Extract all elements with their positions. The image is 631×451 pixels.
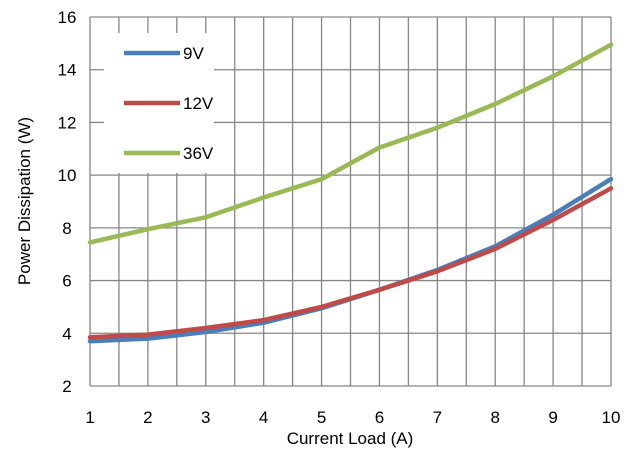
x-tick-label: 8 — [490, 408, 499, 427]
y-tick-label: 4 — [62, 324, 71, 343]
x-tick-label: 3 — [201, 408, 210, 427]
x-tick-labels: 1 2 3 4 5 6 7 8 9 10 — [85, 408, 620, 427]
x-tick-label: 7 — [433, 408, 442, 427]
x-tick-label: 2 — [143, 408, 152, 427]
y-tick-label: 16 — [58, 8, 77, 27]
y-tick-label: 6 — [62, 272, 71, 291]
series-line-12v — [87, 186, 614, 340]
legend-label: 36V — [183, 144, 214, 163]
y-tick-label: 2 — [62, 377, 71, 396]
y-tick-label: 14 — [58, 61, 77, 80]
x-tick-label: 1 — [85, 408, 94, 427]
x-tick-label: 4 — [259, 408, 268, 427]
series-line-36v — [87, 42, 614, 245]
x-tick-label: 10 — [602, 408, 621, 427]
series-lines — [87, 42, 614, 344]
x-tick-label: 5 — [317, 408, 326, 427]
x-tick-label: 6 — [375, 408, 384, 427]
x-axis-label: Current Load (A) — [287, 429, 414, 448]
y-axis-label: Power Dissipation (W) — [15, 117, 34, 285]
legend-label: 12V — [183, 94, 214, 113]
legend: 9V 12V 36V — [104, 33, 214, 173]
legend-label: 9V — [183, 44, 204, 63]
x-tick-label: 9 — [548, 408, 557, 427]
y-tick-label: 10 — [58, 166, 77, 185]
y-tick-label: 8 — [62, 219, 71, 238]
y-tick-labels: 2 4 6 8 10 12 14 16 — [58, 8, 77, 396]
y-tick-label: 12 — [58, 113, 77, 132]
